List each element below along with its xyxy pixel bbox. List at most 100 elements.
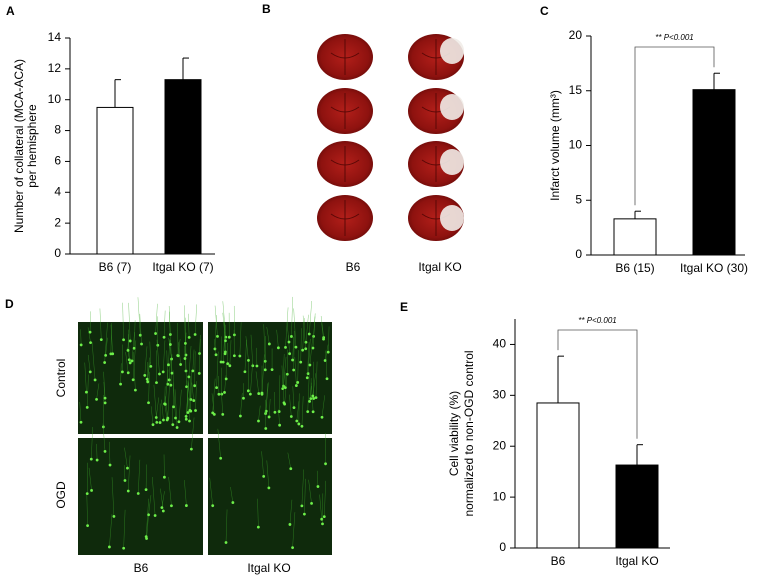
neurite — [166, 350, 169, 385]
x-tick-label: B6 (7) — [99, 260, 132, 274]
neurite — [258, 405, 261, 422]
bar — [692, 89, 736, 256]
neurite — [293, 330, 295, 371]
y-tick-label: 14 — [48, 30, 62, 44]
neuron — [84, 390, 88, 394]
neurite — [325, 350, 328, 379]
neurite — [108, 441, 111, 466]
neurite — [230, 486, 234, 503]
neuron — [176, 354, 180, 357]
x-tick-label: Itgal KO (30) — [680, 261, 748, 275]
panel-letter: D — [5, 297, 14, 311]
neuron — [322, 515, 326, 519]
neurite — [89, 311, 91, 333]
neurite — [302, 318, 305, 351]
neuron — [108, 463, 112, 467]
neurite — [297, 350, 299, 383]
neuron — [126, 348, 130, 352]
neurite — [156, 397, 160, 418]
neurite — [155, 303, 158, 334]
image-label: B6 — [134, 561, 149, 575]
neurite — [266, 326, 270, 344]
neuron — [79, 343, 83, 347]
neuron — [93, 378, 97, 382]
neuron — [270, 368, 274, 372]
neurite — [209, 477, 213, 506]
neurite — [128, 302, 131, 341]
neuron — [88, 330, 92, 334]
neuron — [169, 383, 173, 387]
brain-detail — [330, 146, 360, 182]
neuron — [288, 352, 292, 356]
neuron — [292, 406, 296, 410]
neurite — [184, 305, 186, 344]
neurite — [217, 428, 221, 459]
neuron — [170, 371, 174, 375]
neuron — [247, 359, 250, 362]
neuron — [99, 338, 103, 342]
neuron — [103, 449, 107, 453]
neurite — [145, 464, 147, 490]
neuron — [224, 377, 228, 381]
neurite — [184, 480, 187, 506]
neuron — [215, 386, 218, 390]
neuron — [296, 381, 300, 384]
neuron — [144, 488, 148, 492]
neurite — [79, 401, 82, 423]
neurite — [268, 398, 271, 417]
neurite — [292, 386, 295, 408]
neurite — [188, 383, 192, 412]
neurite — [278, 409, 280, 426]
neuron — [171, 423, 175, 427]
neurite — [131, 331, 135, 361]
neurite — [257, 498, 259, 528]
neurite — [221, 391, 223, 415]
neuron — [174, 416, 177, 420]
neurite — [86, 374, 89, 408]
neuron — [146, 380, 150, 384]
neurite — [168, 476, 172, 506]
neuron — [95, 458, 99, 462]
neuron — [320, 415, 324, 419]
bar — [615, 464, 659, 549]
neuron — [167, 363, 170, 367]
neurite — [286, 322, 290, 343]
micrograph — [78, 438, 203, 555]
neuron — [219, 456, 223, 460]
neuron — [104, 353, 108, 357]
neuron — [140, 342, 143, 346]
neuron — [321, 522, 324, 526]
neuron — [248, 392, 252, 396]
neuron — [306, 410, 310, 414]
neuron — [264, 409, 268, 413]
neurite — [291, 296, 293, 337]
neuron — [251, 364, 255, 368]
neuron — [103, 401, 107, 405]
neurite — [184, 332, 187, 359]
neuron — [151, 423, 155, 427]
neurite — [293, 308, 297, 348]
neurite — [250, 363, 253, 395]
neurite — [292, 336, 295, 360]
neuron — [126, 371, 130, 375]
neurite — [285, 307, 289, 348]
neuron — [232, 354, 236, 358]
neuron — [186, 411, 190, 414]
neuron — [130, 359, 134, 363]
neurite — [305, 314, 309, 343]
neurite — [289, 394, 292, 417]
neuron — [305, 376, 309, 380]
neurite — [192, 349, 195, 371]
neurite — [309, 300, 312, 335]
neuron — [172, 405, 175, 409]
neurite — [189, 377, 192, 411]
neuron — [289, 415, 293, 418]
neuron — [197, 372, 201, 375]
panel-letter: A — [6, 4, 15, 18]
neuron — [291, 358, 294, 362]
microscopy-images — [78, 296, 332, 555]
neuron — [257, 392, 261, 395]
neuron — [242, 396, 245, 400]
neurite — [91, 427, 93, 460]
neuron — [128, 361, 132, 365]
